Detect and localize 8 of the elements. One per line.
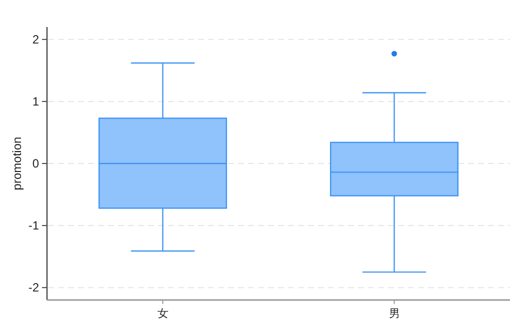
- x-tick-label: 女: [157, 308, 168, 320]
- y-tick-label: 1: [32, 94, 40, 108]
- y-tick-label: 0: [32, 156, 40, 170]
- x-tick-label: 男: [388, 308, 400, 320]
- y-tick-label: -2: [28, 280, 40, 295]
- y-tick-label: 2: [32, 32, 40, 46]
- y-tick-label: -1: [28, 218, 40, 233]
- y-axis-title: promotion: [10, 136, 24, 190]
